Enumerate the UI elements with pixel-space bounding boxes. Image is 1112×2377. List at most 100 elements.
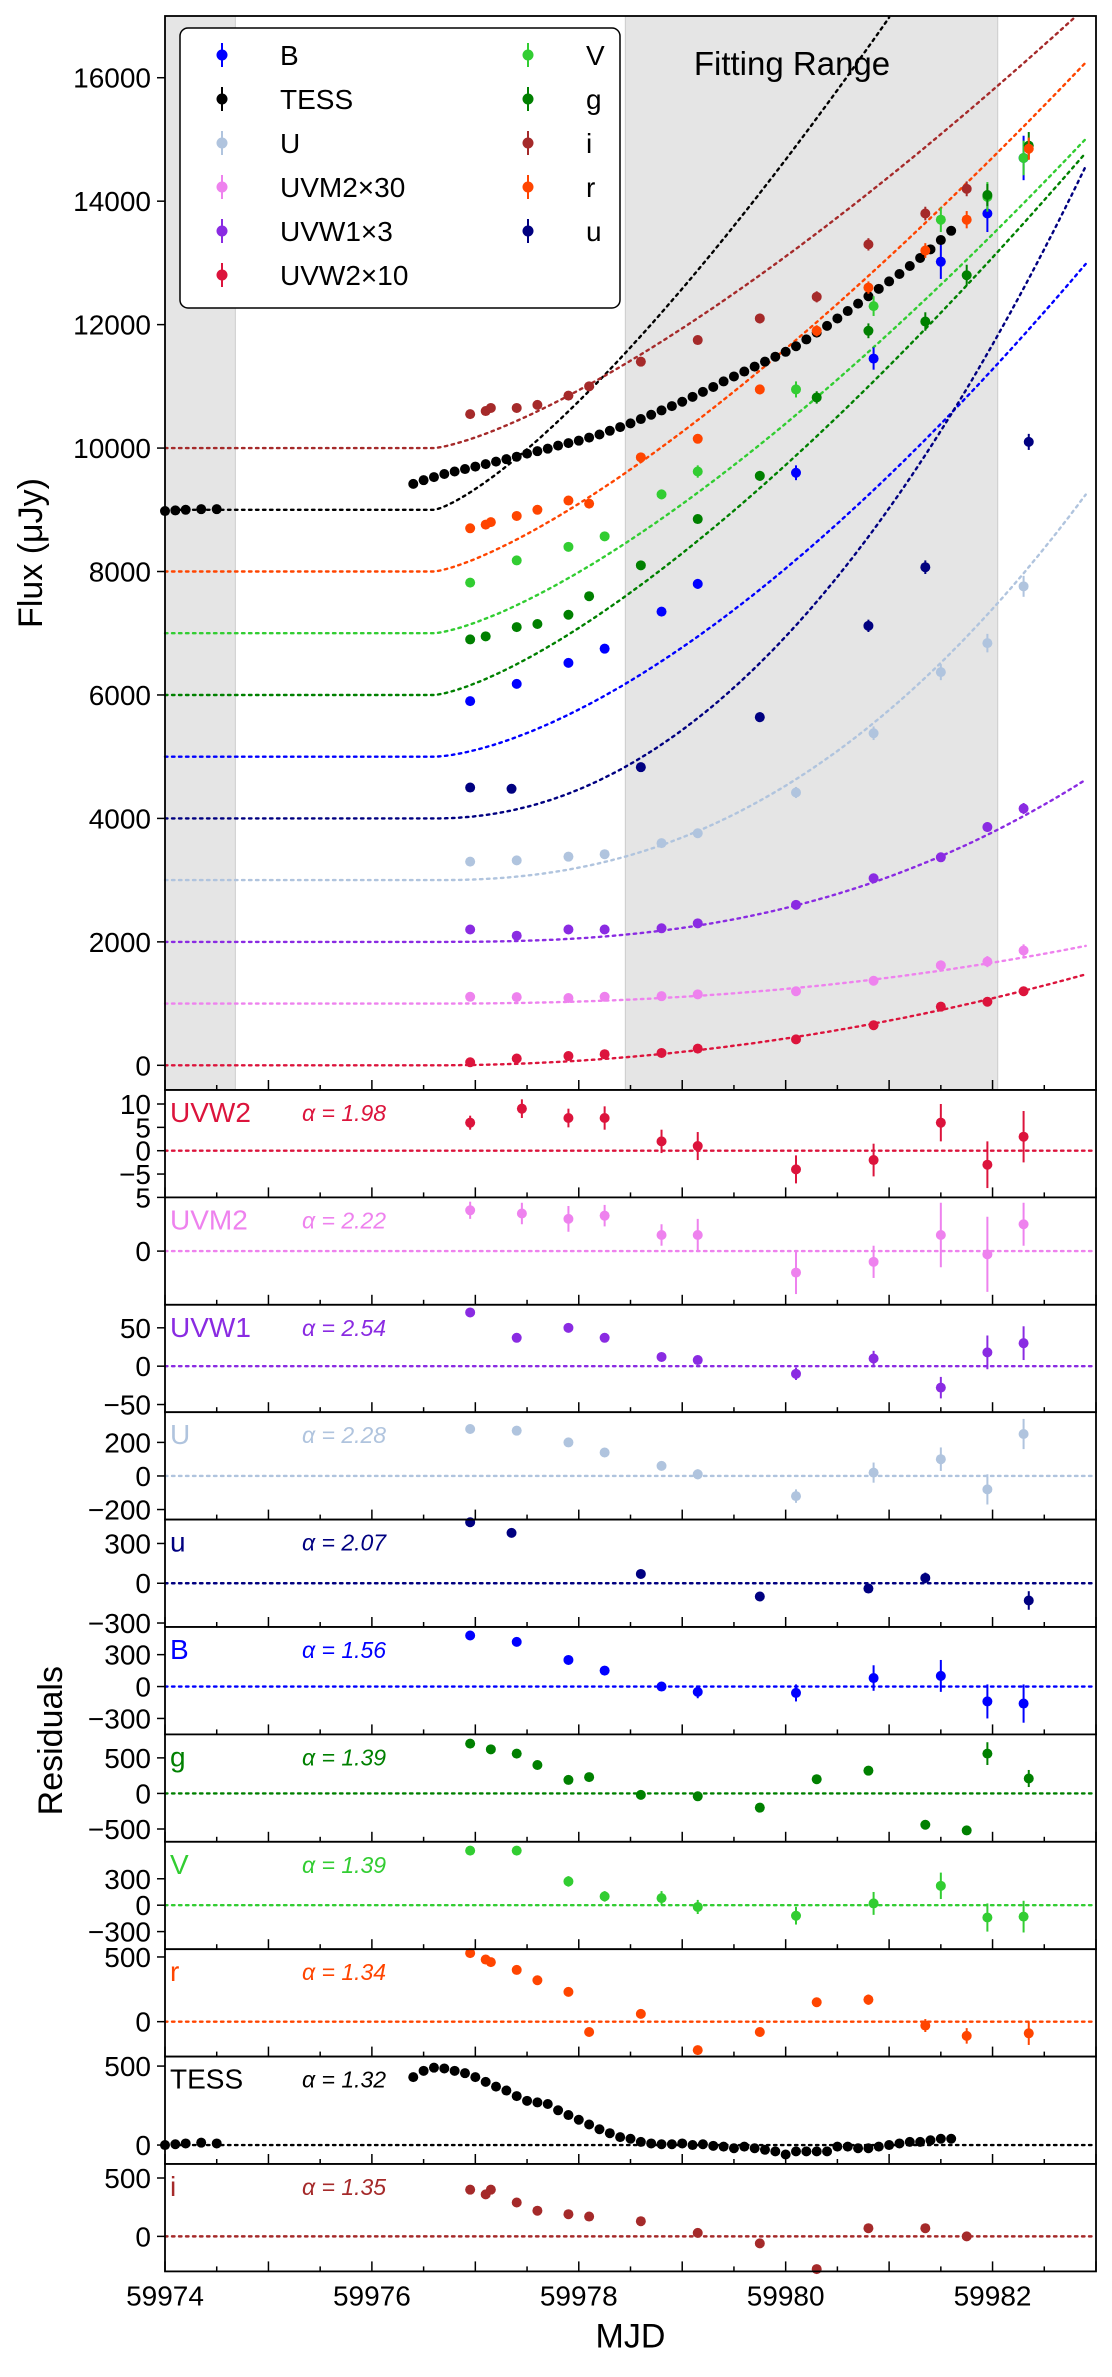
data-point bbox=[563, 924, 574, 935]
data-point bbox=[599, 849, 610, 860]
data-point bbox=[646, 409, 657, 420]
residual-point bbox=[1018, 1131, 1029, 1142]
residual-alpha-label: α = 1.98 bbox=[302, 1100, 386, 1126]
residual-y-tick-label: 5 bbox=[135, 1112, 151, 1143]
residual-point bbox=[656, 1229, 667, 1240]
model-curve-r bbox=[163, 61, 1087, 573]
data-point bbox=[428, 472, 439, 483]
data-point bbox=[465, 1057, 476, 1068]
residual-y-tick-label: 0 bbox=[135, 1568, 151, 1599]
residual-point bbox=[511, 1636, 522, 1647]
data-point bbox=[718, 376, 729, 387]
data-point bbox=[935, 852, 946, 863]
data-point bbox=[1018, 152, 1029, 163]
legend-label: UVM2×30 bbox=[280, 172, 405, 203]
data-point bbox=[961, 183, 972, 194]
legend-label: UVW2×10 bbox=[280, 260, 408, 291]
data-point bbox=[946, 225, 957, 236]
main-panel: Fitting Range 0 2000 4000 6000 8000 10000 12000… bbox=[12, 15, 1097, 1091]
legend-marker bbox=[216, 93, 228, 105]
residual-point bbox=[615, 2132, 626, 2143]
residual-y-tick-label: 5 bbox=[135, 1182, 151, 1213]
data-point bbox=[935, 214, 946, 225]
data-point bbox=[811, 392, 822, 403]
data-point bbox=[822, 320, 833, 331]
legend-label: r bbox=[586, 172, 595, 203]
data-point bbox=[739, 366, 750, 377]
data-point bbox=[408, 478, 419, 489]
residual-point bbox=[511, 1845, 522, 1856]
residual-y-tick-label: 0 bbox=[135, 1778, 151, 1809]
data-point bbox=[485, 517, 496, 528]
residual-point bbox=[692, 1686, 703, 1697]
model-curve-g bbox=[163, 151, 1087, 697]
residual-point bbox=[635, 2136, 646, 2147]
data-point bbox=[511, 678, 522, 689]
residual-point bbox=[511, 1964, 522, 1975]
y-tick-label: 8000 bbox=[89, 557, 151, 588]
legend-label: UVW1×3 bbox=[280, 216, 393, 247]
residual-alpha-label: α = 2.28 bbox=[302, 1422, 386, 1448]
residual-point bbox=[791, 2146, 802, 2157]
data-point bbox=[884, 276, 895, 287]
legend-frame bbox=[179, 27, 621, 309]
residual-panel-g: −500 0 500 g α = 1.39 bbox=[88, 1733, 1098, 1845]
residual-y-tick-label: 200 bbox=[104, 1427, 151, 1458]
model-curve-uvw1-3 bbox=[163, 778, 1087, 944]
residual-point bbox=[584, 2211, 595, 2222]
data-point bbox=[563, 390, 574, 401]
series-r bbox=[465, 137, 1034, 534]
residual-point bbox=[1023, 1595, 1034, 1606]
series-u bbox=[465, 433, 1034, 794]
residual-panel-i: 0 500 i α = 1.35 bbox=[104, 2163, 1098, 2275]
data-point bbox=[635, 356, 646, 367]
data-point bbox=[449, 466, 460, 477]
data-point bbox=[692, 433, 703, 444]
data-point bbox=[920, 316, 931, 327]
residual-point bbox=[822, 2146, 833, 2157]
residual-alpha-label: α = 1.39 bbox=[302, 1852, 386, 1878]
residual-frame bbox=[164, 2163, 1097, 2273]
residual-point bbox=[692, 1901, 703, 1912]
residual-point bbox=[485, 2184, 496, 2195]
residual-point bbox=[791, 1910, 802, 1921]
data-point bbox=[863, 620, 874, 631]
residual-alpha-label: α = 1.35 bbox=[302, 2174, 386, 2200]
residual-point bbox=[511, 1332, 522, 1343]
residual-band-label: TESS bbox=[170, 2064, 243, 2095]
fitting-range-label: Fitting Range bbox=[694, 45, 890, 82]
residual-point bbox=[563, 1986, 574, 1997]
legend-marker bbox=[216, 225, 228, 237]
residual-point bbox=[982, 1484, 993, 1495]
data-point bbox=[563, 541, 574, 552]
residual-point bbox=[599, 1665, 610, 1676]
data-point bbox=[692, 514, 703, 525]
data-point bbox=[894, 269, 905, 280]
residual-point bbox=[754, 2027, 765, 2038]
legend-marker bbox=[522, 225, 534, 237]
residual-point bbox=[754, 1591, 765, 1602]
shaded-region-1 bbox=[624, 15, 999, 1091]
data-point bbox=[656, 923, 667, 934]
residual-point bbox=[180, 2138, 191, 2149]
data-point bbox=[692, 918, 703, 929]
legend-marker bbox=[522, 93, 534, 105]
residual-point bbox=[982, 1748, 993, 1759]
residual-point bbox=[604, 2128, 615, 2139]
data-point bbox=[982, 190, 993, 200]
residual-point bbox=[811, 2146, 822, 2157]
residual-point bbox=[842, 2141, 853, 2152]
residual-band-label: UVM2 bbox=[170, 1204, 248, 1235]
data-point bbox=[584, 498, 595, 509]
data-point bbox=[656, 489, 667, 500]
data-point bbox=[868, 873, 879, 884]
series-g bbox=[465, 132, 1034, 645]
residual-point bbox=[635, 2216, 646, 2227]
legend-marker bbox=[216, 269, 228, 281]
data-point bbox=[501, 454, 512, 465]
data-point bbox=[692, 335, 703, 346]
data-point bbox=[465, 634, 476, 645]
residual-point bbox=[873, 2141, 884, 2152]
residual-point bbox=[1023, 1773, 1034, 1784]
residual-point bbox=[646, 2138, 657, 2149]
